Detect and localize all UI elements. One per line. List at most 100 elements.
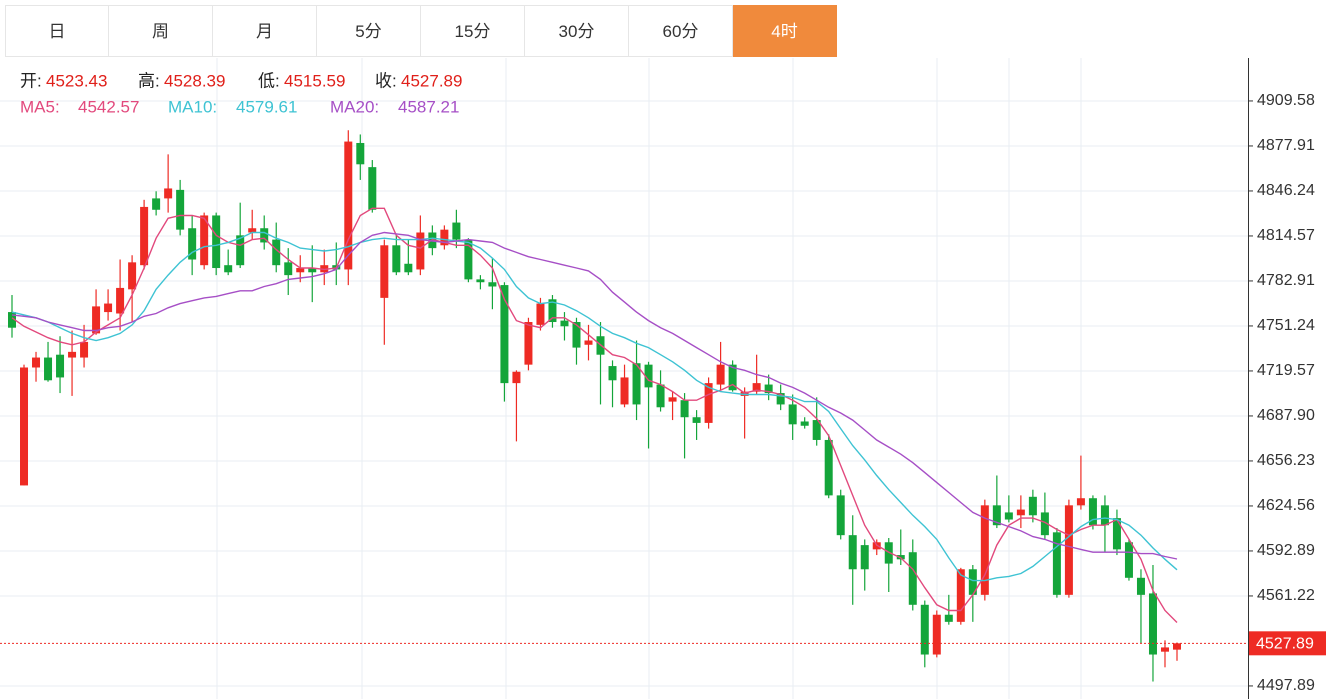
candle-body [572, 322, 581, 348]
candle-body [284, 262, 293, 276]
y-tick-label: 4846.24 [1257, 182, 1315, 199]
legend-value: 4542.57 [78, 97, 139, 116]
legend-label: MA5: [20, 97, 60, 116]
candle-body [908, 552, 917, 605]
legend-label: MA20: [330, 97, 379, 116]
candle-body [1052, 532, 1061, 595]
candle-body [956, 569, 965, 622]
candle-body [620, 377, 629, 405]
candle-body [224, 265, 233, 273]
candle-body [1016, 509, 1025, 516]
candle-body [116, 287, 125, 314]
candle-body [56, 354, 65, 378]
ma-line [11, 231, 1178, 560]
candle-body [308, 268, 317, 273]
candle-body [932, 614, 941, 655]
y-tick-label: 4687.90 [1257, 407, 1315, 424]
legend-label: MA10: [168, 97, 217, 116]
candle-body [728, 364, 737, 391]
candle-body [1088, 498, 1097, 526]
y-tick-label: 4814.57 [1257, 227, 1315, 244]
candle-body [860, 545, 869, 570]
candle-body [704, 383, 713, 423]
candle-body [524, 322, 533, 365]
y-tick-label: 4877.91 [1257, 137, 1315, 154]
ohlc-value: 4528.39 [164, 71, 225, 90]
candle-body [356, 142, 365, 165]
y-tick-label: 4561.22 [1257, 587, 1315, 604]
candle-body [548, 299, 557, 323]
candle-body [1064, 505, 1073, 595]
ohlc-label: 高: [138, 71, 160, 90]
candle-body [260, 228, 269, 243]
candle-body [500, 285, 509, 384]
y-tick-label: 4782.91 [1257, 272, 1315, 289]
ohlc-label: 低: [258, 71, 280, 90]
candle-body [416, 232, 425, 270]
ohlc-value: 4523.43 [46, 71, 107, 90]
candle-body [200, 215, 209, 266]
candle-body [104, 303, 113, 313]
candle-body [764, 384, 773, 394]
candle-body [992, 505, 1001, 526]
candle-body [488, 282, 497, 287]
period-tab[interactable]: 4时 [733, 5, 837, 57]
period-tabs: 日周月 5分 15分 30分 60分 4时 [5, 5, 837, 58]
period-tab[interactable]: 周 [109, 5, 213, 57]
candle-body [560, 320, 569, 327]
candle-body [776, 393, 785, 405]
candle-body [824, 439, 833, 496]
candle-body [968, 569, 977, 595]
ohlc-value: 4527.89 [401, 71, 462, 90]
ma-line [11, 231, 1178, 582]
period-tab[interactable]: 15分 [421, 5, 525, 57]
candle-body [296, 268, 305, 273]
period-tab[interactable]: 60分 [629, 5, 733, 57]
period-tab[interactable]: 月 [213, 5, 317, 57]
y-tick-label: 4719.57 [1257, 362, 1315, 379]
candle-body [392, 245, 401, 273]
candle-body [788, 404, 797, 425]
candle-body [1136, 577, 1145, 595]
y-tick-label: 4751.24 [1257, 317, 1315, 334]
candle-body [680, 400, 689, 418]
candle-body [440, 229, 449, 246]
candle-body [692, 417, 701, 423]
y-tick-label: 4909.58 [1257, 92, 1315, 109]
period-tab[interactable]: 5分 [317, 5, 421, 57]
candle-body [716, 364, 725, 385]
period-tab[interactable]: 日 [5, 5, 109, 57]
candle-body [1100, 505, 1109, 526]
candle-body [512, 371, 521, 384]
candle-body [380, 245, 389, 298]
candle-body [188, 228, 197, 260]
candle-body [800, 421, 809, 426]
candle-body [1028, 496, 1037, 516]
candle-body [404, 263, 413, 273]
last-price-label: 4527.89 [1256, 636, 1314, 653]
candle-body [368, 167, 377, 210]
candle-body [980, 505, 989, 595]
candle-body [152, 198, 161, 210]
ohlc-label: 收: [375, 71, 397, 90]
candle-body [140, 206, 149, 266]
y-tick-label: 4656.23 [1257, 452, 1315, 469]
candle-body [536, 303, 545, 325]
candle-body [236, 235, 245, 266]
ohlc-value: 4515.59 [284, 71, 345, 90]
candle-body [452, 222, 461, 240]
period-tab[interactable]: 30分 [525, 5, 629, 57]
candle-body [944, 614, 953, 622]
candle-body [1004, 512, 1013, 520]
legend-value: 4587.21 [398, 97, 459, 116]
candle-body [464, 239, 473, 280]
legend-value: 4579.61 [236, 97, 297, 116]
candle-body [848, 535, 857, 570]
candle-body [1173, 643, 1181, 650]
candle-body [1124, 542, 1133, 578]
candle-body [632, 363, 641, 405]
candle-body [1112, 518, 1121, 550]
ma-line [11, 207, 1178, 623]
y-tick-label: 4624.56 [1257, 497, 1315, 514]
